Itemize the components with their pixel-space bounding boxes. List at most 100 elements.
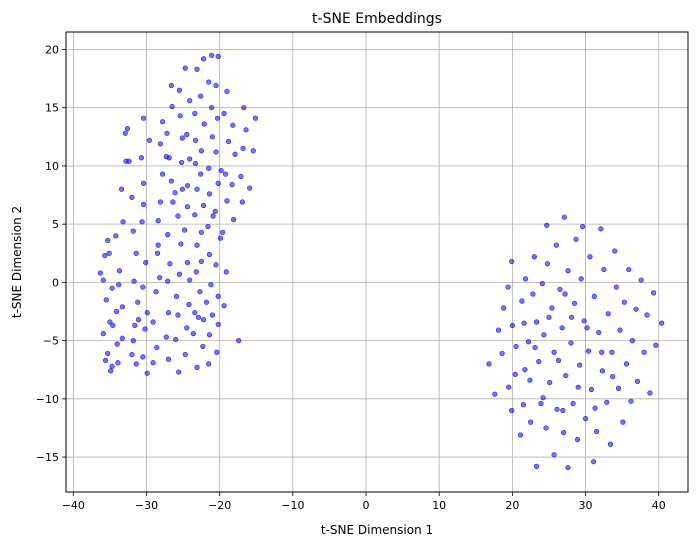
scatter-point bbox=[647, 390, 653, 396]
scatter-point bbox=[197, 289, 203, 295]
scatter-point bbox=[250, 148, 256, 154]
scatter-point bbox=[173, 336, 179, 343]
scatter-point bbox=[659, 320, 665, 326]
scatter-point bbox=[126, 158, 132, 164]
scatter-point bbox=[178, 241, 184, 247]
scatter-point bbox=[133, 361, 139, 367]
scatter-point bbox=[613, 284, 619, 290]
scatter-point bbox=[563, 372, 569, 379]
scatter-point bbox=[157, 199, 163, 205]
scatter-point bbox=[192, 137, 199, 143]
scatter-point bbox=[243, 127, 249, 133]
scatter-point bbox=[506, 384, 512, 390]
scatter-point bbox=[130, 228, 136, 234]
scatter-point bbox=[170, 199, 176, 205]
scatter-point bbox=[539, 280, 545, 287]
scatter-point bbox=[200, 317, 207, 323]
scatter-point bbox=[601, 266, 607, 273]
scatter-point bbox=[209, 312, 215, 318]
scatter-point bbox=[568, 340, 574, 346]
scatter-point bbox=[500, 305, 507, 311]
scatter-point bbox=[142, 326, 148, 332]
scatter-point bbox=[113, 233, 119, 239]
scatter-point bbox=[198, 93, 204, 99]
scatter-point bbox=[163, 154, 169, 160]
scatter-point bbox=[222, 171, 229, 177]
scatter-point bbox=[184, 204, 191, 210]
scatter-point bbox=[620, 419, 626, 425]
scatter-point bbox=[206, 251, 213, 258]
scatter-point bbox=[554, 406, 560, 412]
scatter-point bbox=[585, 348, 592, 354]
scatter-point bbox=[615, 385, 622, 391]
scatter-point bbox=[179, 159, 185, 166]
scatter-point bbox=[623, 361, 630, 367]
y-tick-label: −5 bbox=[43, 335, 59, 348]
scatter-point bbox=[181, 227, 188, 233]
scatter-point bbox=[110, 322, 116, 329]
scatter-point bbox=[176, 271, 183, 277]
scatter-point bbox=[236, 338, 242, 344]
scatter-point bbox=[165, 232, 171, 238]
scatter-point bbox=[155, 242, 161, 248]
scatter-point bbox=[555, 357, 562, 364]
scatter-point bbox=[641, 349, 647, 355]
scatter-point bbox=[200, 343, 206, 350]
scatter-point bbox=[129, 351, 135, 358]
x-tick-label: 20 bbox=[505, 499, 519, 512]
scatter-point bbox=[629, 338, 635, 344]
scatter-point bbox=[557, 286, 563, 292]
scatter-point bbox=[215, 321, 221, 327]
scatter-point bbox=[565, 464, 571, 471]
scatter-point bbox=[596, 329, 602, 336]
scatter-point bbox=[505, 284, 511, 290]
scatter-point bbox=[177, 113, 183, 119]
scatter-point bbox=[155, 218, 161, 224]
scatter-point bbox=[570, 400, 576, 407]
scatter-point bbox=[187, 277, 193, 283]
scatter-point bbox=[103, 297, 109, 303]
scatter-point bbox=[512, 371, 518, 377]
scatter-point bbox=[521, 320, 527, 326]
x-tick-label: −30 bbox=[135, 499, 158, 512]
scatter-point bbox=[119, 335, 125, 341]
scatter-point bbox=[225, 138, 232, 145]
scatter-point bbox=[192, 212, 198, 218]
scatter-point bbox=[172, 190, 178, 196]
x-tick-label: −20 bbox=[208, 499, 231, 512]
y-tick-label: 10 bbox=[45, 160, 59, 173]
scatter-point bbox=[179, 186, 185, 192]
scatter-point bbox=[206, 191, 213, 197]
scatter-point bbox=[628, 398, 634, 404]
y-tick-label: 15 bbox=[45, 102, 59, 115]
scatter-point bbox=[223, 269, 229, 275]
scatter-point bbox=[218, 167, 224, 174]
scatter-point bbox=[135, 299, 141, 305]
scatter-point bbox=[194, 364, 200, 370]
scatter-point bbox=[164, 130, 170, 136]
scatter-point bbox=[610, 374, 616, 380]
scatter-point bbox=[129, 194, 135, 200]
scatter-point bbox=[133, 250, 139, 256]
scatter-point bbox=[122, 130, 128, 136]
scatter-point bbox=[591, 293, 597, 299]
scatter-point bbox=[238, 173, 244, 180]
scatter-point bbox=[530, 291, 536, 297]
scatter-point bbox=[573, 236, 579, 242]
scatter-point bbox=[229, 181, 235, 188]
scatter-point bbox=[157, 141, 163, 147]
scatter-point bbox=[559, 325, 565, 331]
scatter-point bbox=[203, 299, 210, 305]
scatter-point bbox=[527, 377, 533, 383]
scatter-point bbox=[592, 405, 598, 411]
scatter-point bbox=[609, 349, 615, 355]
scatter-point bbox=[575, 384, 581, 390]
scatter-point bbox=[192, 310, 198, 316]
scatter-point bbox=[97, 270, 103, 276]
scatter-point bbox=[522, 367, 528, 373]
scatter-point bbox=[584, 325, 590, 331]
scatter-point bbox=[140, 180, 147, 186]
y-tick-label: −15 bbox=[36, 451, 59, 464]
scatter-point bbox=[186, 301, 192, 308]
scatter-point bbox=[206, 79, 212, 85]
